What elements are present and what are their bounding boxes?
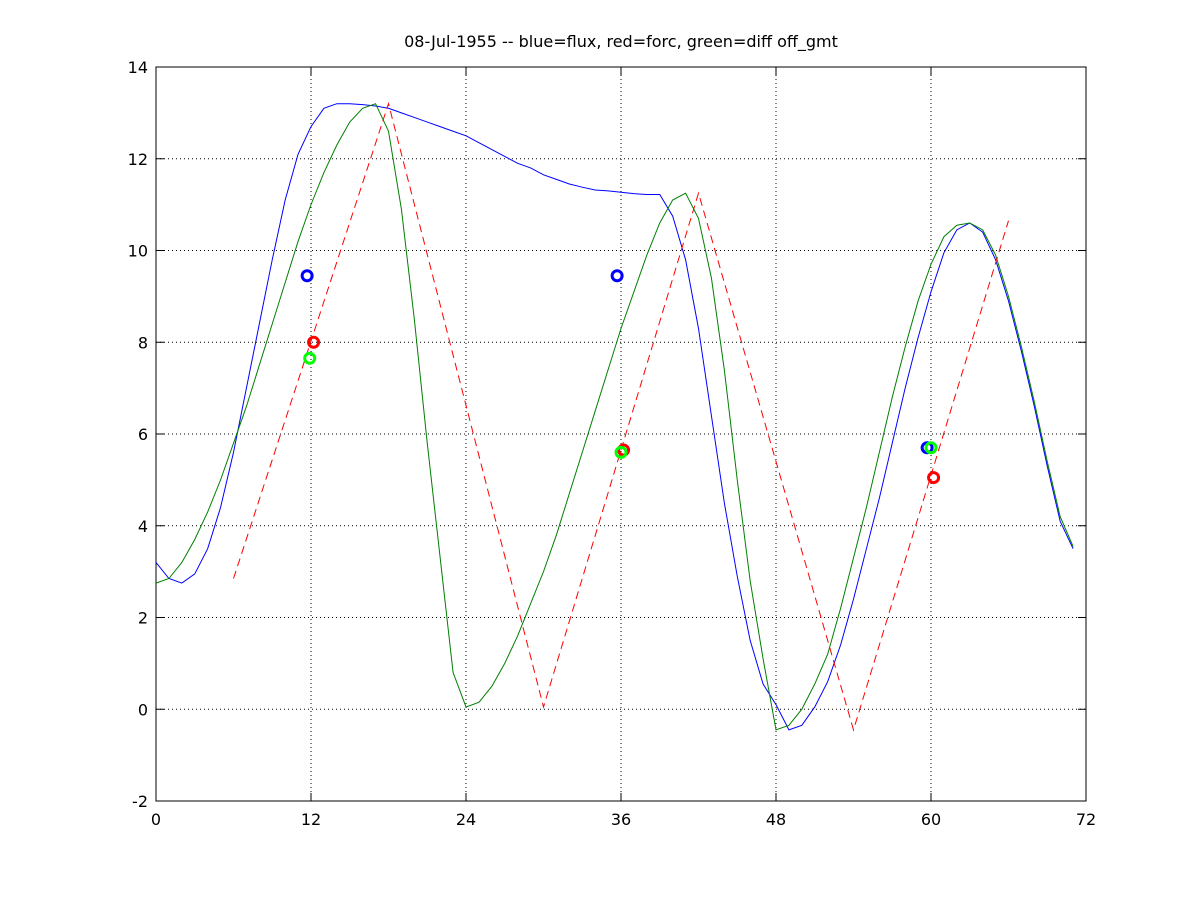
marker <box>614 445 628 459</box>
marker <box>303 351 317 365</box>
x-tick-label: 72 <box>1076 810 1096 829</box>
y-tick-label: 0 <box>138 700 148 719</box>
series-line <box>233 101 1009 732</box>
x-tick-label: 0 <box>151 810 161 829</box>
plot-frame <box>155 66 1087 802</box>
chart-title: 08-Jul-1955 -- blue=flux, red=forc, gree… <box>404 32 838 52</box>
x-tick-label: 12 <box>301 810 321 829</box>
series-line <box>155 103 1074 731</box>
x-tick-label: 36 <box>611 810 631 829</box>
y-tick-label: 4 <box>138 517 148 536</box>
y-tick-label: 8 <box>138 333 148 352</box>
y-tick-label: 10 <box>128 242 148 261</box>
x-tick-label: 24 <box>456 810 476 829</box>
x-tick-label: 48 <box>766 810 786 829</box>
marker <box>924 441 938 455</box>
y-tick-label: 2 <box>138 609 148 628</box>
marker <box>927 471 941 485</box>
marker <box>610 269 624 283</box>
series-line <box>155 103 1074 731</box>
y-tick-label: -2 <box>132 792 148 811</box>
marker <box>300 269 314 283</box>
marker <box>307 335 321 349</box>
y-tick-label: 14 <box>128 58 148 77</box>
x-tick-label: 60 <box>921 810 941 829</box>
y-tick-label: 12 <box>128 150 148 169</box>
y-tick-label: 6 <box>138 425 148 444</box>
